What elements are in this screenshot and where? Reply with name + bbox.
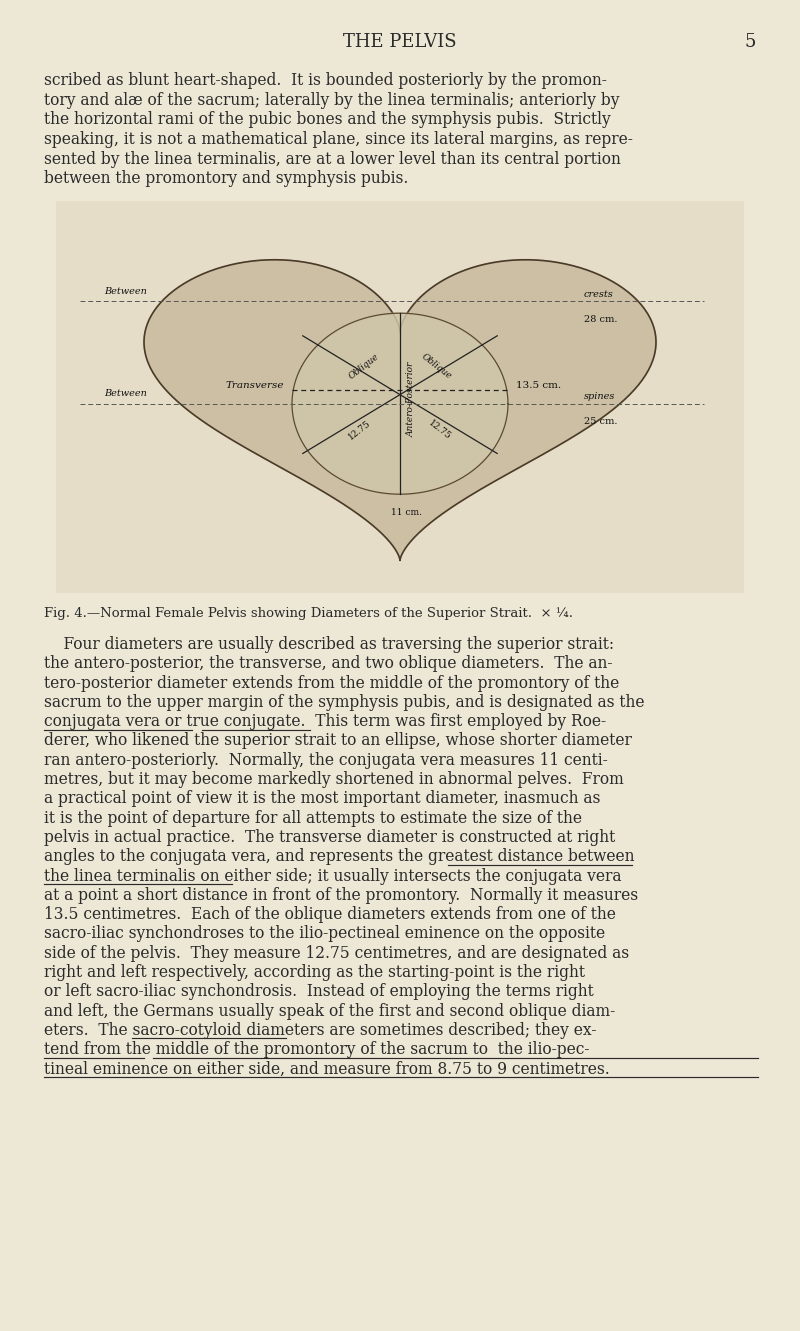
Text: Oblique: Oblique bbox=[419, 351, 453, 381]
Text: 25 cm.: 25 cm. bbox=[584, 417, 618, 426]
Polygon shape bbox=[144, 260, 656, 560]
Text: Fig. 4.—Normal Female Pelvis showing Diameters of the Superior Strait.  × ¼.: Fig. 4.—Normal Female Pelvis showing Dia… bbox=[44, 607, 573, 620]
Text: crests: crests bbox=[584, 290, 614, 298]
Text: pelvis in actual practice.  The transverse diameter is constructed at right: pelvis in actual practice. The transvers… bbox=[44, 829, 615, 847]
Text: sented by the linea terminalis, are at a lower level than its central portion: sented by the linea terminalis, are at a… bbox=[44, 150, 621, 168]
Text: Transverse: Transverse bbox=[226, 381, 284, 390]
Text: THE PELVIS: THE PELVIS bbox=[343, 33, 457, 52]
Polygon shape bbox=[292, 313, 508, 494]
Text: between the promontory and symphysis pubis.: between the promontory and symphysis pub… bbox=[44, 170, 408, 188]
Text: tend from the middle of the promontory of the sacrum to  the ilio-pec-: tend from the middle of the promontory o… bbox=[44, 1041, 590, 1058]
Text: sacro-iliac synchondroses to the ilio-pectineal eminence on the opposite: sacro-iliac synchondroses to the ilio-pe… bbox=[44, 925, 605, 942]
Text: side of the pelvis.  They measure 12.75 centimetres, and are designated as: side of the pelvis. They measure 12.75 c… bbox=[44, 945, 629, 962]
Text: angles to the conjugata vera, and represents the greatest distance between: angles to the conjugata vera, and repres… bbox=[44, 848, 634, 865]
Text: ran antero-posteriorly.  Normally, the conjugata vera measures 11 centi-: ran antero-posteriorly. Normally, the co… bbox=[44, 752, 608, 769]
Text: spines: spines bbox=[584, 393, 615, 401]
Text: conjugata vera or true conjugate.  This term was first employed by Roe-: conjugata vera or true conjugate. This t… bbox=[44, 713, 606, 731]
Text: the linea terminalis on either side; it usually intersects the conjugata vera: the linea terminalis on either side; it … bbox=[44, 868, 622, 885]
Text: the horizontal rami of the pubic bones and the symphysis pubis.  Strictly: the horizontal rami of the pubic bones a… bbox=[44, 112, 610, 128]
Text: derer, who likened the superior strait to an ellipse, whose shorter diameter: derer, who likened the superior strait t… bbox=[44, 732, 632, 749]
Text: 11 cm.: 11 cm. bbox=[391, 507, 422, 516]
Text: tero-posterior diameter extends from the middle of the promontory of the: tero-posterior diameter extends from the… bbox=[44, 675, 619, 692]
Text: sacrum to the upper margin of the symphysis pubis, and is designated as the: sacrum to the upper margin of the symphy… bbox=[44, 693, 645, 711]
Text: Between: Between bbox=[104, 287, 147, 295]
Text: 13.5 centimetres.  Each of the oblique diameters extends from one of the: 13.5 centimetres. Each of the oblique di… bbox=[44, 906, 616, 924]
Text: tory and alæ of the sacrum; laterally by the linea terminalis; anteriorly by: tory and alæ of the sacrum; laterally by… bbox=[44, 92, 619, 109]
Text: the antero-posterior, the transverse, and two oblique diameters.  The an-: the antero-posterior, the transverse, an… bbox=[44, 655, 613, 672]
Text: it is the point of departure for all attempts to estimate the size of the: it is the point of departure for all att… bbox=[44, 809, 582, 827]
Text: and left, the Germans usually speak of the first and second oblique diam-: and left, the Germans usually speak of t… bbox=[44, 1002, 615, 1020]
Text: tineal eminence on either side, and measure from 8.75 to 9 centimetres.: tineal eminence on either side, and meas… bbox=[44, 1061, 610, 1078]
Text: 5: 5 bbox=[745, 33, 756, 52]
Text: eters.  The sacro-cotyloid diameters are sometimes described; they ex-: eters. The sacro-cotyloid diameters are … bbox=[44, 1022, 597, 1040]
Text: metres, but it may become markedly shortened in abnormal pelves.  From: metres, but it may become markedly short… bbox=[44, 771, 624, 788]
Text: speaking, it is not a mathematical plane, since its lateral margins, as repre-: speaking, it is not a mathematical plane… bbox=[44, 130, 633, 148]
Text: Oblique: Oblique bbox=[347, 351, 381, 381]
Text: 12.75: 12.75 bbox=[347, 419, 373, 442]
Text: 13.5 cm.: 13.5 cm. bbox=[516, 381, 561, 390]
Text: 28 cm.: 28 cm. bbox=[584, 314, 618, 323]
Text: or left sacro-iliac synchondrosis.  Instead of employing the terms right: or left sacro-iliac synchondrosis. Inste… bbox=[44, 984, 594, 1001]
Text: a practical point of view it is the most important diameter, inasmuch as: a practical point of view it is the most… bbox=[44, 791, 600, 808]
Text: Antero-Posterior: Antero-Posterior bbox=[406, 362, 415, 437]
Text: scribed as blunt heart-shaped.  It is bounded posteriorly by the promon-: scribed as blunt heart-shaped. It is bou… bbox=[44, 72, 607, 89]
Text: Four diameters are usually described as traversing the superior strait:: Four diameters are usually described as … bbox=[44, 636, 614, 654]
Text: 12.75: 12.75 bbox=[427, 419, 453, 442]
Text: right and left respectively, according as the starting-point is the right: right and left respectively, according a… bbox=[44, 964, 585, 981]
Bar bbox=[56, 201, 744, 594]
Text: Between: Between bbox=[104, 390, 147, 398]
Text: at a point a short distance in front of the promontory.  Normally it measures: at a point a short distance in front of … bbox=[44, 886, 638, 904]
